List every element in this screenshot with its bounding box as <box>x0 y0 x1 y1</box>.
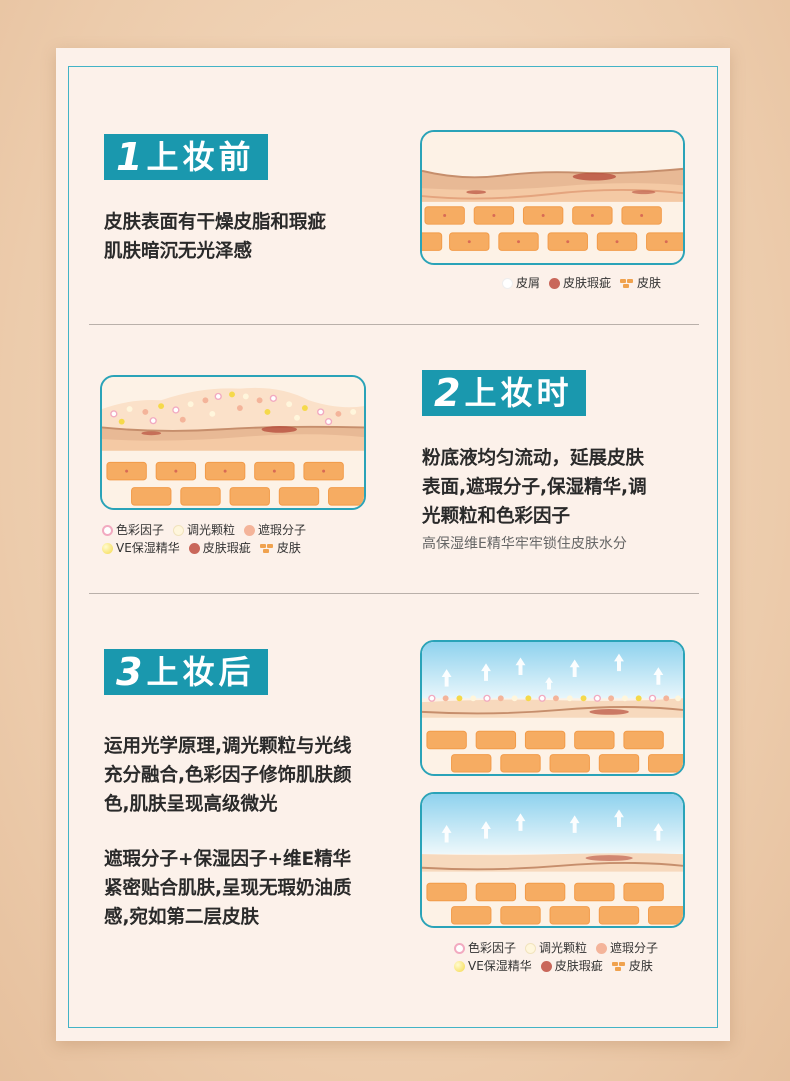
skin-icon <box>259 543 274 553</box>
step-1-number: 1 <box>116 135 143 179</box>
light-particle-icon <box>525 942 537 954</box>
skin-icon <box>620 278 634 288</box>
step-2-title: 2 上妆时 <box>422 370 587 416</box>
step-1-description: 皮肤表面有干燥皮脂和瑕疵 肌肤暗沉无光泽感 <box>104 212 327 262</box>
legend-item: 皮屑 <box>502 274 540 292</box>
legend-item: 调光颗粒 <box>525 939 587 957</box>
concealer-molecule-icon <box>244 524 256 536</box>
step-3-label: 上妆后 <box>146 653 255 691</box>
legend-item: 皮肤 <box>259 539 301 557</box>
legend-item: 调光颗粒 <box>173 521 235 539</box>
concealer-molecule-icon <box>596 942 608 954</box>
blemish-icon <box>549 277 561 289</box>
color-factor-icon <box>102 524 113 536</box>
legend-item: 皮肤瑕疵 <box>188 539 251 557</box>
flake-icon <box>502 277 513 289</box>
step-1-label: 上妆前 <box>146 138 255 176</box>
blemish-icon <box>540 960 552 972</box>
step-3-number: 3 <box>116 650 143 694</box>
legend-item: 色彩因子 <box>454 939 516 957</box>
legend-item: 色彩因子 <box>102 521 164 539</box>
card-inner-border <box>68 66 718 1028</box>
section-divider <box>89 593 699 594</box>
color-factor-icon <box>454 942 465 954</box>
before-makeup-skin-illustration <box>420 130 685 265</box>
legend-item: VE保湿精华 <box>102 539 180 557</box>
step-2-subdescription: 高保湿维E精华牢牢锁住皮肤水分 <box>422 536 627 552</box>
legend-item: VE保湿精华 <box>454 957 532 975</box>
step-2-number: 2 <box>434 371 461 415</box>
legend-item: 遮瑕分子 <box>596 939 658 957</box>
step-1-legend: 皮屑 皮肤瑕疵 皮肤 <box>502 274 661 292</box>
step-2-label: 上妆时 <box>464 374 573 412</box>
ve-essence-icon <box>102 542 113 554</box>
legend-item: 皮肤 <box>620 274 661 292</box>
light-particle-icon <box>173 524 185 536</box>
during-makeup-skin-illustration <box>100 375 366 510</box>
after-makeup-skin-illustration-1 <box>420 640 685 776</box>
blemish-icon <box>188 542 200 554</box>
step-2-legend: 色彩因子 调光颗粒 遮瑕分子 VE保湿精华 皮肤瑕疵 皮肤 <box>102 521 306 557</box>
ve-essence-icon <box>454 960 465 972</box>
legend-item: 皮肤瑕疵 <box>540 957 603 975</box>
after-makeup-skin-illustration-2 <box>420 792 685 928</box>
step-3-legend: 色彩因子 调光颗粒 遮瑕分子 VE保湿精华 皮肤瑕疵 皮肤 <box>454 939 658 975</box>
step-2-description: 粉底液均匀流动，延展皮肤 表面,遮瑕分子,保湿精华,调 光颗粒和色彩因子 <box>422 448 647 527</box>
legend-item: 皮肤 <box>611 957 653 975</box>
step-3-title: 3 上妆后 <box>104 649 269 695</box>
legend-item: 皮肤瑕疵 <box>549 274 611 292</box>
step-1-title: 1 上妆前 <box>104 134 269 180</box>
section-divider <box>89 324 699 325</box>
legend-item: 遮瑕分子 <box>244 521 306 539</box>
skin-icon <box>611 961 626 971</box>
step-3-description-2: 遮瑕分子+保湿因子+维E精华 紧密贴合肌肤,呈现无瑕奶油质 感,宛如第二层皮肤 <box>104 849 352 928</box>
step-3-description: 运用光学原理,调光颗粒与光线 充分融合,色彩因子修饰肌肤颜 色,肌肤呈现高级微光 <box>104 736 352 815</box>
main-card: 1 上妆前 皮肤表面有干燥皮脂和瑕疵 肌肤暗沉无光泽感 <box>56 48 730 1041</box>
